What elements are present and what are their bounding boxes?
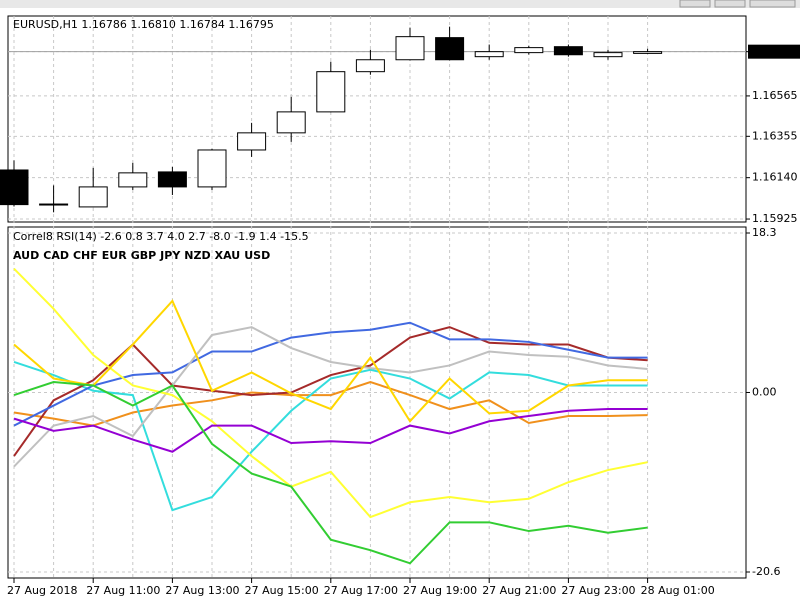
legend-entry: CHF [73, 249, 98, 262]
candle-body [276, 111, 306, 134]
legend-entry: NZD [184, 249, 210, 262]
x-tick-label: 27 Aug 15:00 [245, 584, 319, 597]
candle-body [118, 172, 148, 188]
legend-entry: XAU [215, 249, 241, 262]
candle-body [316, 71, 346, 113]
candle-body [633, 51, 663, 54]
candle-body [514, 47, 544, 54]
legend-entry: USD [244, 249, 270, 262]
legend-entry: JPY [159, 249, 181, 262]
legend-entry: CAD [43, 249, 69, 262]
y-tick-label: 18.3 [752, 226, 777, 239]
candle-body [355, 59, 385, 73]
candle-body [157, 171, 187, 188]
price-header: EURUSD,H1 1.16786 1.16810 1.16784 1.1679… [13, 18, 274, 31]
candle-body [78, 186, 108, 208]
series-line [13, 326, 648, 468]
candle-body [435, 37, 465, 61]
series-line [13, 321, 648, 427]
minimize-button[interactable] [679, 0, 711, 8]
x-tick-label: 27 Aug 23:00 [561, 584, 635, 597]
series-line [13, 381, 648, 565]
indicator-panel-frame [7, 226, 747, 579]
price-panel-frame [7, 15, 747, 223]
legend-entry: EUR [102, 249, 127, 262]
y-tick-label: 1.16565 [752, 89, 798, 102]
y-tick-label: 1.16355 [752, 129, 798, 142]
candle-body [553, 46, 583, 56]
maximize-button[interactable] [714, 0, 746, 8]
legend: AUD CAD CHF EUR GBP JPY NZD XAU USD [13, 249, 270, 262]
y-tick-label: -20.6 [752, 565, 780, 578]
x-tick-label: 28 Aug 01:00 [641, 584, 715, 597]
close-button[interactable] [749, 0, 796, 8]
y-tick-label: 1.15925 [752, 212, 798, 225]
candle-body [395, 36, 425, 61]
legend-entry: AUD [13, 249, 39, 262]
y-tick-label: 1.16140 [752, 171, 798, 184]
series-line [13, 361, 648, 512]
series-line [13, 268, 648, 519]
x-tick-label: 27 Aug 13:00 [165, 584, 239, 597]
x-tick-label: 27 Aug 19:00 [403, 584, 477, 597]
x-tick-label: 27 Aug 17:00 [324, 584, 398, 597]
series-line [13, 380, 648, 427]
grid [8, 16, 746, 578]
x-tick-label: 27 Aug 11:00 [86, 584, 160, 597]
candle-body [474, 51, 504, 58]
y-tick-label: 0.00 [752, 385, 777, 398]
x-tick-label: 27 Aug 21:00 [482, 584, 556, 597]
candle-body [237, 132, 267, 151]
candle-body [593, 52, 623, 58]
title-bar [0, 0, 800, 8]
candle-body [0, 169, 29, 206]
candle-body [39, 203, 69, 206]
indicator-header: Correl8 RSI(14) -2.6 0.8 3.7 4.0 2.7 -8.… [13, 230, 309, 243]
x-tick-label: 27 Aug 2018 [7, 584, 77, 597]
current-price-box [748, 44, 800, 59]
series-line [13, 408, 648, 453]
marks [0, 26, 663, 565]
series-line [13, 299, 648, 423]
legend-entry: GBP [131, 249, 156, 262]
candle-body [197, 149, 227, 188]
y-tick-label: 1.16795 [752, 45, 798, 58]
